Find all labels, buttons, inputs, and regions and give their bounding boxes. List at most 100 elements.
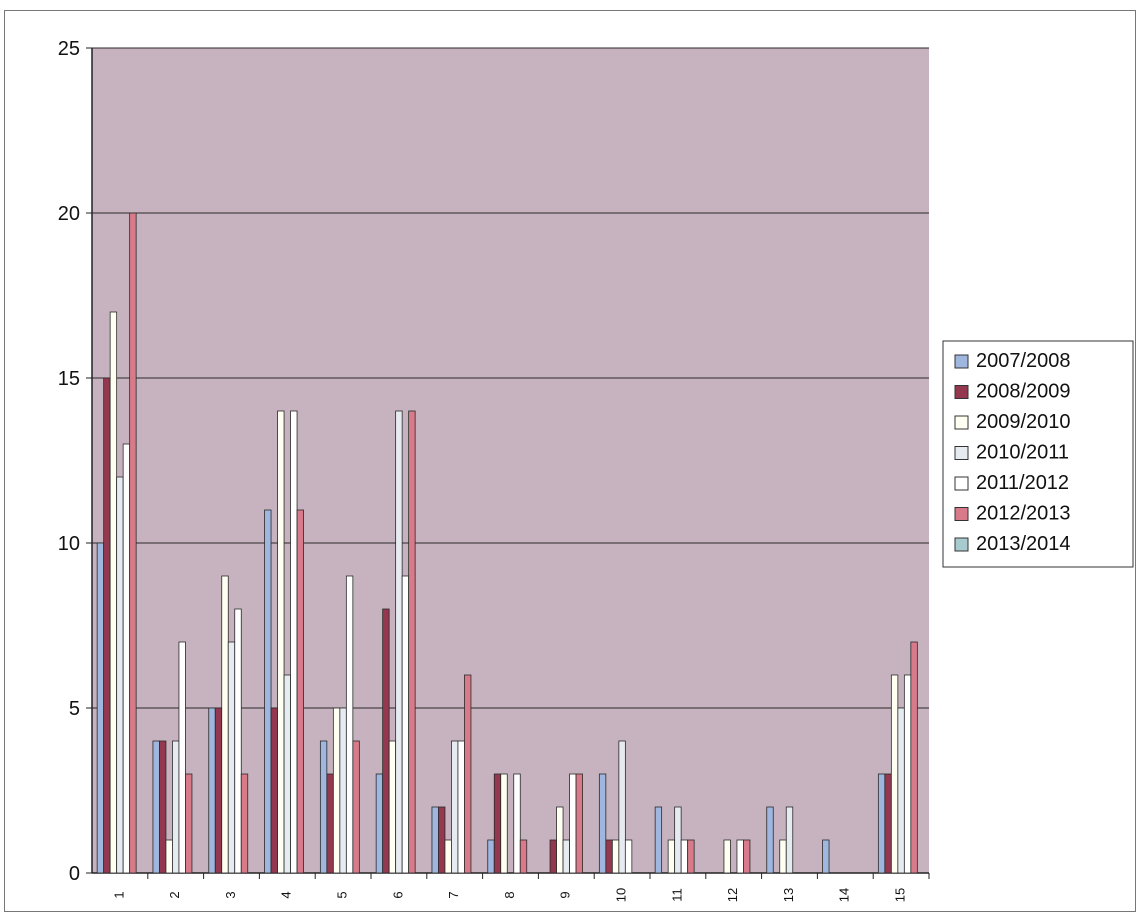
- bar: [674, 806, 682, 874]
- bar: [766, 806, 774, 874]
- legend-label: 2010/2011: [976, 442, 1069, 464]
- x-tick-label: 5: [335, 891, 350, 898]
- y-tick-label: 25: [58, 38, 80, 60]
- legend-label: 2007/2008: [976, 350, 1071, 372]
- legend-swatch: [954, 537, 969, 552]
- x-tick-label: 4: [279, 891, 294, 898]
- x-tick-label: 3: [223, 891, 238, 898]
- chart-container: 0 5 10 15 20 25 1 2 3 4 5 6 7 8 9 10 11 12 13 14 15 2007/2008…: [4, 10, 1136, 912]
- bar: [575, 773, 583, 874]
- bar: [743, 839, 751, 874]
- legend-label: 2013/2014: [976, 533, 1071, 555]
- bar: [152, 740, 160, 874]
- bar: [159, 740, 167, 874]
- bar: [352, 740, 360, 874]
- bar: [444, 839, 452, 874]
- legend-label: 2009/2010: [976, 411, 1071, 433]
- bar: [611, 839, 620, 874]
- bar: [910, 641, 918, 874]
- legend-swatch: [954, 446, 969, 460]
- bar: [375, 773, 384, 874]
- legend-label: 2011/2012: [976, 472, 1069, 494]
- bar: [345, 575, 354, 874]
- bar: [549, 839, 557, 874]
- bar: [654, 806, 663, 874]
- bar: [785, 806, 794, 874]
- bar: [165, 839, 173, 874]
- bar: [431, 806, 439, 874]
- bar: [116, 476, 124, 874]
- x-tick-label: 2: [167, 891, 182, 898]
- bar: [109, 311, 118, 874]
- bar: [680, 839, 689, 874]
- bar: [240, 773, 249, 874]
- bar: [185, 773, 193, 874]
- bar: [598, 773, 607, 874]
- legend-label: 2012/2013: [976, 503, 1071, 525]
- legend-swatch: [954, 476, 969, 491]
- bar: [890, 674, 899, 874]
- bar: [277, 410, 285, 874]
- y-tick-label: 20: [58, 203, 80, 225]
- x-tick-label: 11: [669, 888, 684, 902]
- y-tick-label: 15: [58, 368, 80, 390]
- legend: [942, 340, 1134, 568]
- x-tick-label: 12: [725, 888, 740, 902]
- bar: [227, 641, 236, 874]
- bar: [723, 839, 731, 874]
- bar: [624, 839, 633, 874]
- bar: [172, 740, 180, 874]
- x-tick-label: 8: [502, 891, 517, 898]
- bar: [897, 707, 905, 874]
- bar: [270, 707, 278, 874]
- bar: [457, 740, 465, 874]
- bar: [500, 773, 508, 874]
- bar: [208, 707, 216, 874]
- legend-swatch: [954, 354, 969, 369]
- bar: [264, 509, 272, 874]
- bar: [129, 212, 137, 874]
- bar: [556, 806, 564, 874]
- bar: [822, 839, 830, 874]
- x-tick-label: 14: [837, 888, 852, 902]
- bar: [464, 674, 472, 874]
- bar: [687, 839, 695, 874]
- bar: [178, 641, 186, 874]
- bar: [408, 410, 416, 874]
- x-tick-label: 9: [558, 891, 573, 898]
- bar: [513, 773, 521, 874]
- x-tick-label: 1: [111, 891, 126, 898]
- bar: [667, 839, 676, 874]
- bar: [395, 410, 403, 874]
- bar: [877, 773, 886, 874]
- bar: [736, 839, 744, 874]
- bar: [296, 509, 304, 874]
- bar: [382, 608, 390, 874]
- bar: [221, 575, 229, 874]
- x-tick-label: 6: [390, 891, 405, 898]
- bar: [779, 839, 787, 874]
- bar: [618, 740, 626, 874]
- bar: [569, 773, 577, 874]
- bar: [519, 839, 528, 874]
- legend-swatch: [954, 385, 969, 399]
- bar: [401, 575, 410, 874]
- bar: [388, 740, 397, 874]
- bar: [903, 674, 912, 874]
- x-tick-label: 7: [446, 891, 461, 898]
- bar: [493, 773, 502, 874]
- bar: [214, 707, 223, 874]
- legend-swatch: [954, 507, 969, 521]
- bar: [438, 806, 446, 874]
- bar: [234, 608, 242, 874]
- bar: [283, 674, 291, 874]
- bar: [319, 740, 328, 874]
- bar: [332, 707, 341, 874]
- bar: [562, 839, 570, 874]
- legend-label: 2008/2009: [976, 381, 1071, 403]
- y-tick-label: 10: [58, 533, 80, 555]
- bar: [605, 839, 613, 874]
- bar: [290, 410, 298, 874]
- bar: [487, 839, 495, 874]
